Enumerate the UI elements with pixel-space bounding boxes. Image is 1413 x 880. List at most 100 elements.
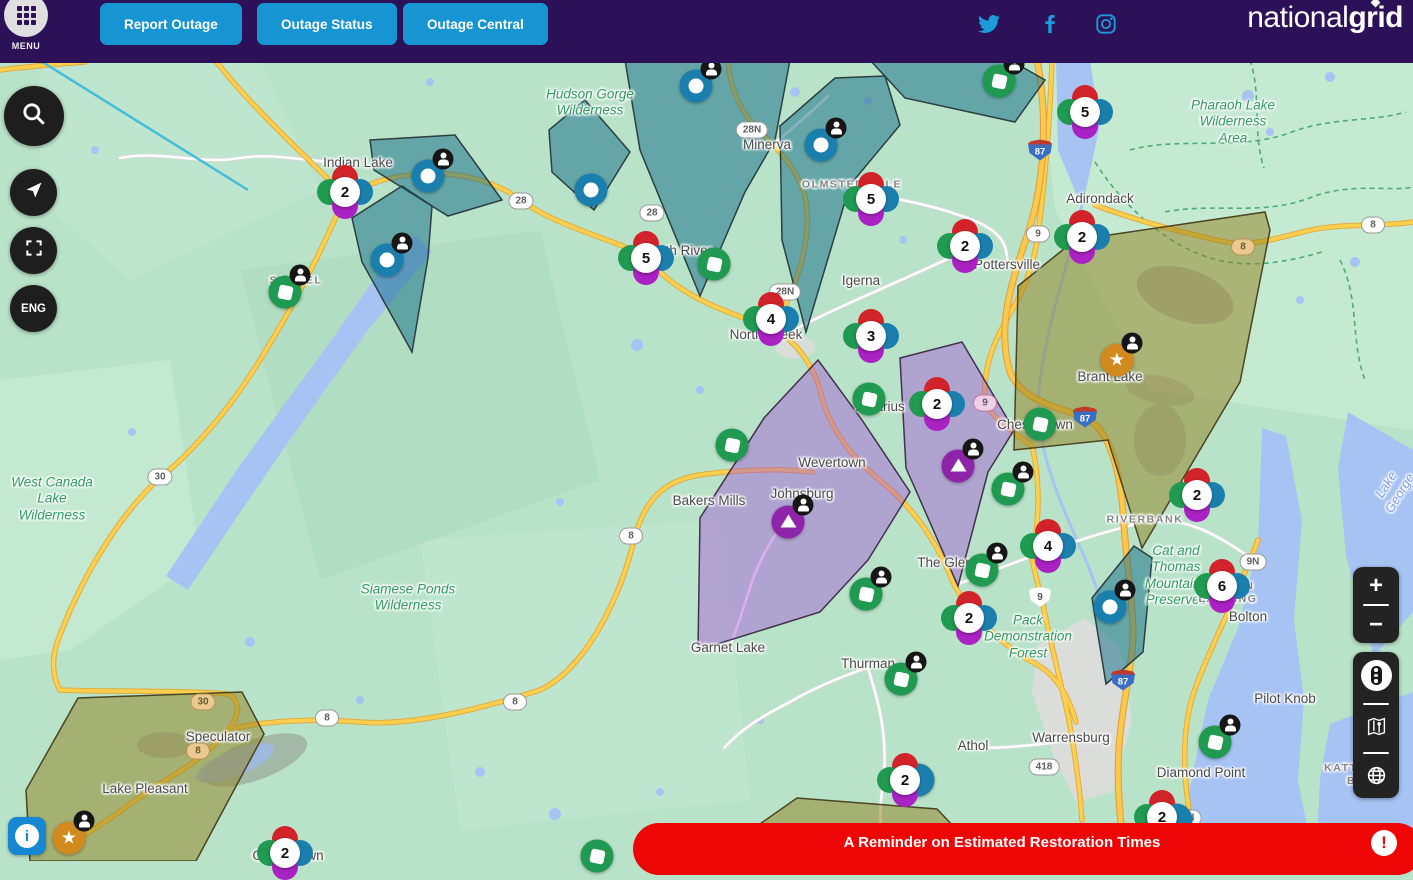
outage-marker-circle[interactable] xyxy=(574,173,608,207)
menu-button[interactable]: MENU xyxy=(4,0,48,51)
crew-badge-icon xyxy=(73,810,95,832)
info-icon: i xyxy=(15,824,39,848)
route-shield: 9 xyxy=(1026,225,1050,243)
route-shield: 8 xyxy=(315,709,339,727)
menu-label: MENU xyxy=(11,41,41,51)
locate-me-button[interactable] xyxy=(10,169,57,216)
outage-marker-square[interactable] xyxy=(852,382,886,416)
cluster-count: 2 xyxy=(954,603,984,633)
map-layer-controls xyxy=(1353,652,1399,798)
cluster-count: 2 xyxy=(330,177,360,207)
twitter-icon[interactable] xyxy=(975,10,1003,38)
route-shield: 87 xyxy=(1073,406,1097,428)
fullscreen-button[interactable] xyxy=(10,227,57,274)
cluster-count: 3 xyxy=(856,321,886,351)
reminder-banner[interactable]: A Reminder on Estimated Restoration Time… xyxy=(633,823,1413,875)
route-shield: 418 xyxy=(1028,758,1060,776)
route-shield: 8 xyxy=(1231,238,1255,256)
route-shield: 9 xyxy=(973,394,997,412)
outage-marker-circle[interactable] xyxy=(411,148,454,193)
crew-badge-icon xyxy=(1012,461,1034,483)
crew-badge-icon xyxy=(1219,714,1241,736)
route-shield: 9N xyxy=(1239,553,1267,571)
outage-marker-square[interactable] xyxy=(1198,714,1241,759)
zoom-out-button[interactable]: − xyxy=(1363,606,1389,643)
cluster-count: 2 xyxy=(950,231,980,261)
outage-marker-square[interactable] xyxy=(982,53,1025,98)
outage-marker-star[interactable]: ★ xyxy=(1100,332,1143,377)
outage-marker-square[interactable] xyxy=(1023,407,1057,441)
route-shield: 8 xyxy=(186,742,210,760)
outage-marker-circle[interactable] xyxy=(1093,579,1136,624)
crew-badge-icon xyxy=(825,117,847,139)
zoom-in-button[interactable]: + xyxy=(1363,567,1389,604)
globe-icon xyxy=(1366,765,1387,791)
traffic-light-icon xyxy=(1370,666,1382,685)
language-button[interactable]: ENG xyxy=(10,285,57,332)
cluster-count: 6 xyxy=(1207,571,1237,601)
crew-badge-icon xyxy=(700,58,722,80)
fullscreen-icon xyxy=(24,238,44,263)
map-type-button[interactable] xyxy=(1363,717,1389,741)
crew-badge-icon xyxy=(391,232,413,254)
outage-marker-square[interactable] xyxy=(715,428,749,462)
outage-marker-square[interactable] xyxy=(268,264,311,309)
banner-text: A Reminder on Estimated Restoration Time… xyxy=(843,834,1161,851)
zoom-divider xyxy=(1363,604,1389,606)
outage-marker-square[interactable] xyxy=(991,461,1034,506)
cluster-count: 2 xyxy=(270,838,300,868)
cluster-count: 4 xyxy=(1033,531,1063,561)
outage-marker-triangle[interactable] xyxy=(771,494,814,539)
crew-badge-icon xyxy=(870,566,892,588)
search-button[interactable] xyxy=(4,86,64,146)
outage-marker-square[interactable] xyxy=(884,651,927,696)
facebook-icon[interactable] xyxy=(1036,10,1064,38)
route-shield: 28N xyxy=(735,121,769,139)
outage-marker-square[interactable] xyxy=(965,542,1008,587)
top-navigation-bar: MENU Report Outage Outage Status Outage … xyxy=(0,0,1413,63)
national-grid-logo: nationalgrid xyxy=(1247,0,1403,35)
route-shield: 30 xyxy=(190,693,216,711)
outage-marker-triangle[interactable] xyxy=(941,438,984,483)
cluster-count: 2 xyxy=(1182,480,1212,510)
menu-grid-icon xyxy=(16,5,36,25)
instagram-icon[interactable] xyxy=(1092,10,1120,38)
outage-marker-square[interactable] xyxy=(580,839,614,873)
report-outage-button[interactable]: Report Outage xyxy=(100,3,242,45)
info-button[interactable]: i xyxy=(8,817,46,855)
zoom-controls: + − xyxy=(1353,567,1399,643)
cluster-count: 5 xyxy=(631,243,661,273)
cluster-count: 4 xyxy=(756,304,786,334)
cluster-count: 5 xyxy=(856,184,886,214)
cluster-count: 5 xyxy=(1070,97,1100,127)
crew-badge-icon xyxy=(986,542,1008,564)
search-icon xyxy=(21,101,47,132)
outage-marker-square[interactable] xyxy=(697,247,731,281)
outage-marker-circle[interactable] xyxy=(679,58,722,103)
cluster-count: 2 xyxy=(1067,222,1097,252)
outage-central-button[interactable]: Outage Central xyxy=(403,3,548,45)
map-svg xyxy=(0,56,1413,861)
cluster-count: 2 xyxy=(890,765,920,795)
route-shield: 28 xyxy=(508,192,534,210)
crew-badge-icon xyxy=(432,148,454,170)
location-arrow-icon xyxy=(24,180,44,205)
outage-marker-square[interactable] xyxy=(849,566,892,611)
crew-badge-icon xyxy=(792,494,814,516)
outage-marker-star[interactable]: ★ xyxy=(52,810,95,855)
route-shield: 8 xyxy=(619,527,643,545)
cluster-count: 2 xyxy=(922,389,952,419)
outage-marker-circle[interactable] xyxy=(370,232,413,277)
route-shield: 8 xyxy=(503,693,527,711)
outage-marker-circle[interactable] xyxy=(804,117,847,162)
outage-status-button[interactable]: Outage Status xyxy=(257,3,397,45)
alert-icon: ! xyxy=(1371,830,1397,856)
route-shield: 28 xyxy=(639,204,665,222)
layer-divider xyxy=(1363,752,1389,755)
traffic-layer-button[interactable] xyxy=(1360,660,1392,691)
globe-view-button[interactable] xyxy=(1363,766,1389,790)
crew-badge-icon xyxy=(962,438,984,460)
map-icon xyxy=(1366,716,1387,742)
route-shield: 8 xyxy=(1361,216,1385,234)
